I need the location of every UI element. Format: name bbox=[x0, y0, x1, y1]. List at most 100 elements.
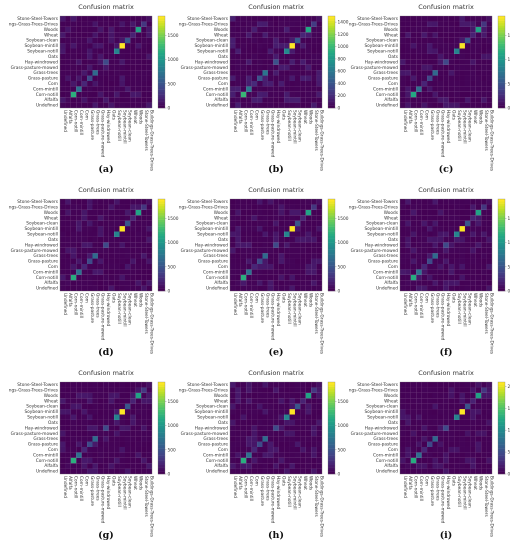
heatmap-cell bbox=[421, 441, 428, 447]
colorbar-segment bbox=[328, 224, 335, 227]
y-tick-label: Grass-pasture bbox=[368, 259, 398, 265]
heatmap-cell bbox=[437, 102, 444, 109]
heatmap-cell bbox=[486, 468, 493, 475]
heatmap-cell bbox=[246, 392, 252, 399]
heatmap-cell bbox=[470, 457, 476, 464]
colorbar-segment bbox=[328, 235, 335, 239]
heatmap-cell bbox=[70, 285, 77, 292]
heatmap-cell bbox=[427, 452, 433, 458]
heatmap-cell bbox=[240, 43, 247, 49]
heatmap-cell bbox=[76, 441, 82, 447]
heatmap-cell bbox=[454, 419, 460, 426]
heatmap-cell bbox=[262, 285, 268, 292]
heatmap-cell bbox=[235, 226, 241, 232]
heatmap-cell bbox=[475, 70, 482, 76]
heatmap-cell bbox=[251, 419, 258, 426]
heatmap-cell bbox=[246, 247, 252, 254]
heatmap-cell bbox=[141, 97, 147, 103]
heatmap-cell bbox=[427, 463, 433, 469]
colorbar-segment bbox=[498, 215, 505, 218]
x-tick-label: Stone-Steel-Towers bbox=[483, 476, 489, 517]
heatmap-cell bbox=[262, 21, 268, 27]
heatmap-cell bbox=[103, 274, 109, 281]
heatmap-cell bbox=[427, 242, 433, 248]
colorbar-tick-label: 1000 bbox=[508, 240, 510, 246]
heatmap-cell bbox=[124, 97, 131, 103]
heatmap-cell bbox=[481, 403, 487, 410]
heatmap-cell bbox=[262, 16, 268, 22]
heatmap-cell bbox=[448, 37, 455, 44]
x-tick-label: Oats bbox=[280, 110, 286, 121]
heatmap-cell bbox=[97, 392, 104, 399]
heatmap-cell bbox=[278, 215, 285, 221]
y-tick-label: Oats bbox=[218, 420, 229, 426]
colorbar-segment bbox=[328, 219, 335, 223]
heatmap-cell bbox=[448, 226, 455, 232]
heatmap-cell bbox=[464, 425, 471, 431]
heatmap-cell bbox=[316, 258, 323, 264]
heatmap-cell bbox=[316, 414, 323, 420]
heatmap-cell bbox=[97, 59, 104, 65]
x-tick-label: Hay-windrowed bbox=[105, 110, 111, 143]
heatmap-cell bbox=[87, 403, 93, 410]
heatmap-cell bbox=[146, 37, 153, 44]
heatmap-cell bbox=[421, 382, 428, 388]
heatmap-cell bbox=[289, 387, 295, 393]
heatmap-cell bbox=[437, 91, 444, 98]
heatmap-cell bbox=[146, 102, 153, 109]
heatmap-cell bbox=[470, 209, 476, 216]
heatmap-cell bbox=[81, 409, 88, 415]
heatmap-cell bbox=[400, 204, 406, 210]
heatmap-cell bbox=[65, 80, 71, 87]
heatmap-cell bbox=[454, 425, 460, 431]
colorbar-segment bbox=[498, 432, 505, 436]
heatmap-cell bbox=[235, 199, 241, 205]
heatmap-cell bbox=[251, 398, 258, 404]
colorbar-segment bbox=[498, 78, 505, 81]
plot-frame bbox=[59, 381, 153, 475]
heatmap-cell bbox=[103, 59, 109, 65]
colorbar-segment bbox=[328, 73, 335, 76]
heatmap-cell bbox=[432, 59, 438, 65]
heatmap-cell bbox=[124, 398, 131, 404]
heatmap-cell bbox=[76, 425, 82, 431]
heatmap-cell bbox=[470, 409, 476, 415]
heatmap-cell bbox=[87, 446, 93, 453]
heatmap-cell bbox=[284, 258, 290, 264]
x-tick-label: Wheat bbox=[472, 110, 478, 124]
colorbar-segment bbox=[328, 421, 335, 424]
colorbar-segment bbox=[328, 57, 335, 60]
heatmap-cell bbox=[87, 409, 93, 415]
heatmap-cell bbox=[108, 409, 115, 415]
heatmap-cell bbox=[454, 59, 460, 65]
heatmap-cell bbox=[92, 269, 98, 275]
heatmap-cell bbox=[416, 392, 422, 399]
heatmap-cell bbox=[421, 43, 428, 49]
heatmap-cell bbox=[475, 21, 482, 27]
y-tick-label: Stone-Steel-Towers bbox=[357, 16, 398, 22]
heatmap-cell bbox=[246, 80, 252, 87]
heatmap-cell bbox=[81, 258, 88, 264]
heatmap-cell bbox=[284, 97, 290, 103]
heatmap-cell bbox=[475, 457, 482, 464]
heatmap-cell bbox=[97, 258, 104, 264]
heatmap-cell bbox=[97, 446, 104, 453]
x-tick-label: Grass-pasture-mowed bbox=[100, 110, 106, 158]
heatmap-cell bbox=[92, 80, 98, 87]
colorbar-tick-label: 500 bbox=[508, 450, 510, 456]
heatmap-cell bbox=[135, 280, 142, 286]
x-tick-label: Grass-pasture-mowed bbox=[270, 293, 276, 341]
heatmap-cell bbox=[300, 236, 306, 243]
y-tick-label: Stone-Steel-Towers bbox=[187, 199, 228, 205]
heatmap-cell bbox=[278, 419, 285, 426]
heatmap-cell bbox=[400, 253, 406, 259]
heatmap-cell bbox=[251, 226, 258, 232]
heatmap-cell bbox=[294, 430, 301, 437]
heatmap-cell bbox=[305, 425, 312, 431]
x-tick-label: Alfalfa bbox=[237, 476, 243, 490]
heatmap-cell bbox=[311, 204, 317, 210]
colorbar-segment bbox=[158, 228, 165, 232]
x-tick-label: Alfalfa bbox=[407, 476, 413, 490]
heatmap-cell bbox=[481, 199, 487, 205]
heatmap-cell bbox=[294, 231, 301, 237]
